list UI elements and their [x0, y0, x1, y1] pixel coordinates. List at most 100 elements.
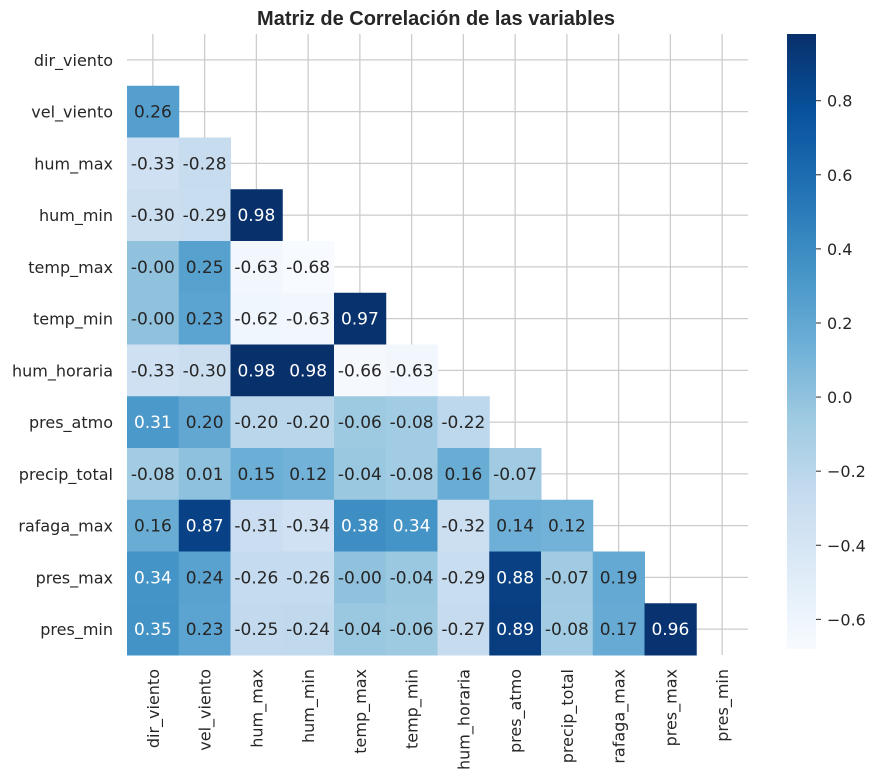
heatmap-cell-pres_max-hum_min [282, 551, 335, 604]
heatmap-cell-temp_max-hum_max [230, 241, 283, 294]
heatmap-cell-rafaga_max-dir_viento [127, 499, 180, 552]
colorbar-tick-label: 0.2 [827, 314, 852, 333]
cell-value-label: 0.98 [237, 206, 275, 226]
heatmap-cell-pres_max-hum_horaria [437, 551, 490, 604]
cell-value-label: -0.08 [131, 465, 175, 485]
heatmap-cell-precip_total-hum_min [282, 448, 335, 501]
y-tick-label-pres_max: pres_max [36, 568, 113, 588]
cell-value-label: -0.29 [441, 568, 485, 588]
heatmap-cell-rafaga_max-hum_min [282, 499, 335, 552]
heatmap-cell-pres_atmo-dir_viento [127, 396, 180, 449]
heatmap-cell-rafaga_max-temp_max [334, 499, 387, 552]
heatmap-cell-rafaga_max-precip_total [541, 499, 594, 552]
y-tick-label-rafaga_max: rafaga_max [18, 517, 113, 537]
cell-value-label: -0.08 [390, 465, 434, 485]
heatmap-cell-temp_max-dir_viento [127, 241, 180, 294]
heatmap-cell-temp_max-vel_viento [178, 241, 231, 294]
cell-value-label: -0.31 [234, 517, 278, 537]
y-tick-label-dir_viento: dir_viento [34, 51, 113, 71]
heatmap-cell-precip_total-vel_viento [178, 448, 231, 501]
heatmap-cell-precip_total-hum_horaria [437, 448, 490, 501]
x-tick-label-rafaga_max: rafaga_max [610, 669, 630, 764]
cell-value-label: 0.14 [496, 517, 534, 537]
colorbar-tick-label: 0.0 [827, 388, 852, 407]
cell-value-label: 0.20 [186, 413, 224, 433]
cell-value-label: -0.25 [234, 620, 278, 640]
heatmap-cell-pres_min-hum_horaria [437, 603, 490, 656]
x-tick-label-pres_atmo: pres_atmo [506, 669, 526, 753]
cell-value-label: -0.06 [390, 620, 434, 640]
heatmap-cell-rafaga_max-pres_atmo [489, 499, 542, 552]
cell-value-label: 0.23 [186, 310, 224, 330]
cell-value-label: -0.32 [441, 517, 485, 537]
cell-value-label: 0.15 [237, 465, 275, 485]
heatmap-cell-precip_total-dir_viento [127, 448, 180, 501]
y-tick-label-vel_viento: vel_viento [31, 103, 113, 123]
heatmap-cell-pres_min-pres_max [644, 603, 697, 656]
heatmap-cell-pres_max-temp_max [334, 551, 387, 604]
cell-value-label: -0.68 [286, 258, 330, 278]
heatmap-cell-pres_max-temp_min [385, 551, 438, 604]
y-tick-label-hum_max: hum_max [34, 154, 113, 174]
x-tick-label-hum_min: hum_min [299, 669, 319, 743]
heatmap-cell-pres_min-vel_viento [178, 603, 231, 656]
heatmap-cell-temp_min-temp_max [334, 292, 387, 345]
heatmap-cell-pres_min-temp_max [334, 603, 387, 656]
heatmap-cell-hum_min-hum_max [230, 189, 283, 242]
cell-value-label: 0.96 [651, 620, 689, 640]
cell-value-label: -0.26 [234, 568, 278, 588]
colorbar-ticks: 0.8 0.6 0.4 0.2 0.0 −0.2 −0.4 −0.6 [816, 92, 866, 629]
cell-value-label: 0.12 [289, 465, 327, 485]
colorbar-tick-label: −0.2 [827, 462, 866, 481]
cell-value-label: -0.24 [286, 620, 330, 640]
heatmap-cell-pres_atmo-temp_min [385, 396, 438, 449]
heatmap-cell-pres_min-hum_max [230, 603, 283, 656]
y-axis-tick-labels: dir_viento vel_viento hum_max hum_min temp_m… [12, 51, 113, 640]
x-tick-label-hum_max: hum_max [247, 669, 267, 748]
colorbar-tick-label: 0.8 [827, 92, 852, 111]
cell-value-label: -0.20 [286, 413, 330, 433]
heatmap-cell-rafaga_max-hum_max [230, 499, 283, 552]
cell-value-label: 0.97 [341, 310, 379, 330]
colorbar: 0.8 0.6 0.4 0.2 0.0 −0.2 −0.4 −0.6 [787, 34, 866, 649]
heatmap-cell-pres_atmo-temp_max [334, 396, 387, 449]
y-tick-label-temp_min: temp_min [33, 310, 113, 330]
heatmap-cell-temp_max-hum_min [282, 241, 335, 294]
cell-value-label: 0.26 [134, 103, 172, 123]
cell-value-label: 0.12 [548, 517, 586, 537]
y-tick-label-hum_horaria: hum_horaria [12, 361, 113, 381]
cell-value-label: -0.08 [545, 620, 589, 640]
cell-value-label: -0.00 [131, 258, 175, 278]
cell-value-label: 0.17 [600, 620, 638, 640]
cell-value-label: -0.26 [286, 568, 330, 588]
colorbar-gradient [787, 34, 816, 649]
y-tick-label-pres_min: pres_min [40, 620, 113, 640]
heatmap-cell-pres_max-dir_viento [127, 551, 180, 604]
cell-value-label: -0.06 [338, 413, 382, 433]
heatmap-cell-pres_min-hum_min [282, 603, 335, 656]
cell-value-label: 0.16 [134, 517, 172, 537]
heatmap-cell-pres_atmo-vel_viento [178, 396, 231, 449]
x-tick-label-vel_viento: vel_viento [196, 669, 216, 751]
heatmap-cell-hum_horaria-temp_min [385, 344, 438, 397]
cell-value-label: -0.00 [131, 310, 175, 330]
heatmap-cell-hum_horaria-hum_min [282, 344, 335, 397]
chart-title: Matriz de Correlación de las variables [257, 8, 615, 30]
cell-value-label: -0.33 [131, 361, 175, 381]
cell-value-label: 0.89 [496, 620, 534, 640]
heatmap-cell-hum_min-dir_viento [127, 189, 180, 242]
heatmap-cell-pres_max-pres_atmo [489, 551, 542, 604]
heatmap-cell-pres_min-dir_viento [127, 603, 180, 656]
heatmap-cell-hum_horaria-vel_viento [178, 344, 231, 397]
cell-value-label: -0.04 [338, 465, 382, 485]
cell-value-label: 0.34 [134, 568, 172, 588]
cell-value-label: 0.25 [186, 258, 224, 278]
x-tick-label-pres_min: pres_min [713, 669, 733, 742]
cell-value-label: -0.28 [183, 154, 227, 174]
heatmap-cell-pres_min-pres_atmo [489, 603, 542, 656]
cell-value-label: -0.62 [234, 310, 278, 330]
cell-value-label: -0.27 [441, 620, 485, 640]
cell-value-label: -0.63 [390, 361, 434, 381]
x-tick-label-pres_max: pres_max [661, 669, 681, 746]
